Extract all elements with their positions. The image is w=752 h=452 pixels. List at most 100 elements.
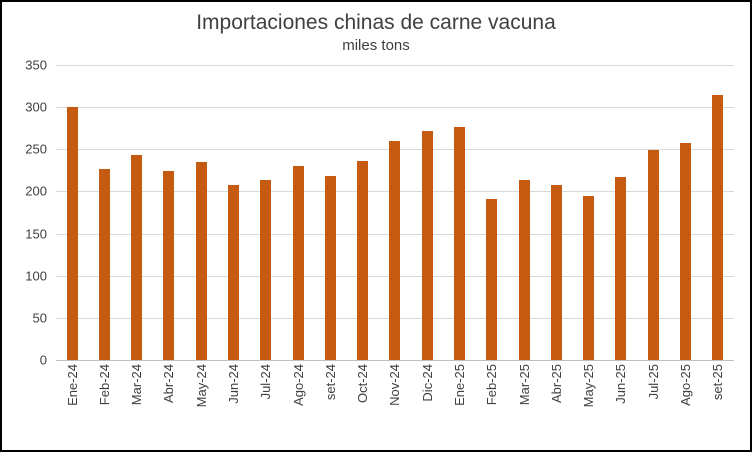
bar-slot: [250, 65, 282, 360]
bar-Mar-25: [518, 180, 530, 360]
x-tick-label: Oct-24: [355, 364, 371, 404]
bar-slot: [56, 65, 88, 360]
y-tick-label: 0: [39, 352, 47, 368]
x-label-slot: Ene-24: [56, 364, 88, 444]
bar-slot: [185, 65, 217, 360]
y-tick-label: 150: [25, 226, 47, 242]
bar-slot: [88, 65, 120, 360]
x-tick-label: Ene-25: [452, 364, 468, 406]
bar-slot: [702, 65, 734, 360]
x-tick-label: Mar-24: [129, 364, 145, 406]
x-tick-label: Jul-25: [645, 364, 661, 400]
x-tick-label: Ene-24: [64, 364, 80, 406]
plot-area: 0 50 100 150 200 250 300 350: [25, 58, 734, 368]
bar-Nov-24: [389, 140, 401, 360]
bars: [56, 65, 734, 360]
bar-May-24: [195, 161, 207, 360]
x-tick-label: Ago-24: [290, 364, 306, 406]
y-tick-label: 250: [25, 141, 47, 157]
x-label-slot: Mar-25: [508, 364, 540, 444]
x-label-slot: Ene-25: [443, 364, 475, 444]
bar-Jun-24: [228, 184, 240, 360]
y-tick-label: 300: [25, 99, 47, 115]
x-label-slot: set-24: [314, 364, 346, 444]
x-label-slot: Abr-25: [540, 364, 572, 444]
x-tick-label: set-25: [710, 364, 726, 401]
x-label-slot: May-25: [573, 364, 605, 444]
bar-May-25: [583, 195, 595, 360]
bar-Oct-24: [357, 161, 369, 360]
y-tick-label: 350: [25, 57, 47, 73]
y-tick-label: 50: [32, 310, 47, 326]
x-label-slot: Jul-24: [250, 364, 282, 444]
bar-Jul-25: [647, 150, 659, 360]
x-label-slot: Ago-25: [669, 364, 701, 444]
bar-Ene-24: [66, 107, 78, 360]
bar-set-25: [712, 94, 724, 360]
x-tick-label: set-24: [322, 364, 338, 401]
bar-Mar-24: [131, 155, 143, 360]
x-label-slot: set-25: [702, 364, 734, 444]
bar-Feb-24: [98, 168, 110, 360]
bar-Abr-24: [163, 171, 175, 360]
bar-Abr-25: [550, 184, 562, 360]
bar-slot: [217, 65, 249, 360]
bar-Jun-25: [615, 177, 627, 360]
x-label-slot: Mar-24: [121, 364, 153, 444]
x-tick-label: May-24: [193, 364, 209, 408]
x-tick-label: Mar-25: [516, 364, 532, 406]
bar-Jul-24: [260, 179, 272, 360]
x-label-slot: Jul-25: [637, 364, 669, 444]
bar-Dic-24: [421, 130, 433, 360]
bar-slot: [282, 65, 314, 360]
bar-slot: [121, 65, 153, 360]
x-label-slot: Dic-24: [411, 364, 443, 444]
bar-slot: [540, 65, 572, 360]
x-label-slot: Jun-24: [217, 364, 249, 444]
bar-slot: [508, 65, 540, 360]
bar-slot: [443, 65, 475, 360]
x-label-slot: Oct-24: [347, 364, 379, 444]
x-axis-line: [56, 360, 734, 361]
chart-subtitle: miles tons: [342, 37, 410, 54]
bar-slot: [637, 65, 669, 360]
bar-slot: [605, 65, 637, 360]
x-tick-label: Nov-24: [387, 364, 403, 406]
bar-set-24: [324, 176, 336, 360]
x-label-slot: Feb-25: [476, 364, 508, 444]
x-tick-label: Ago-25: [677, 364, 693, 406]
x-tick-label: Dic-24: [419, 364, 435, 402]
bar-slot: [347, 65, 379, 360]
bar-slot: [573, 65, 605, 360]
x-tick-label: Jun-25: [613, 364, 629, 404]
x-label-slot: Abr-24: [153, 364, 185, 444]
x-tick-label: Feb-24: [96, 364, 112, 406]
x-tick-label: Feb-25: [484, 364, 500, 406]
y-tick-label: 100: [25, 268, 47, 284]
x-label-slot: Feb-24: [88, 364, 120, 444]
gridline: [56, 65, 734, 66]
chart-title: Importaciones chinas de carne vacuna: [196, 11, 556, 34]
y-tick-label: 200: [25, 183, 47, 199]
bar-slot: [476, 65, 508, 360]
x-tick-label: May-25: [581, 364, 597, 408]
x-label-slot: Nov-24: [379, 364, 411, 444]
bar-slot: [379, 65, 411, 360]
bar-Feb-25: [486, 199, 498, 360]
x-tick-label: Jul-24: [258, 364, 274, 400]
plot-wrap: 0 50 100 150 200 250 300 350 Ene-24 Feb-24 Mar-24…: [2, 55, 750, 450]
x-label-slot: May-24: [185, 364, 217, 444]
bar-slot: [314, 65, 346, 360]
bar-Ago-25: [679, 143, 691, 360]
x-axis-labels: Ene-24 Feb-24 Mar-24 Abr-24 May-24 Jun-24 Jul-…: [56, 360, 734, 444]
x-label-slot: Ago-24: [282, 364, 314, 444]
gridline: [56, 107, 734, 109]
x-tick-label: Abr-24: [161, 364, 177, 404]
bar-Ago-24: [292, 166, 304, 360]
bar-Ene-25: [454, 126, 466, 360]
bar-slot: [669, 65, 701, 360]
x-tick-label: Abr-25: [548, 364, 564, 404]
x-label-slot: Jun-25: [605, 364, 637, 444]
x-tick-label: Jun-24: [226, 364, 242, 404]
